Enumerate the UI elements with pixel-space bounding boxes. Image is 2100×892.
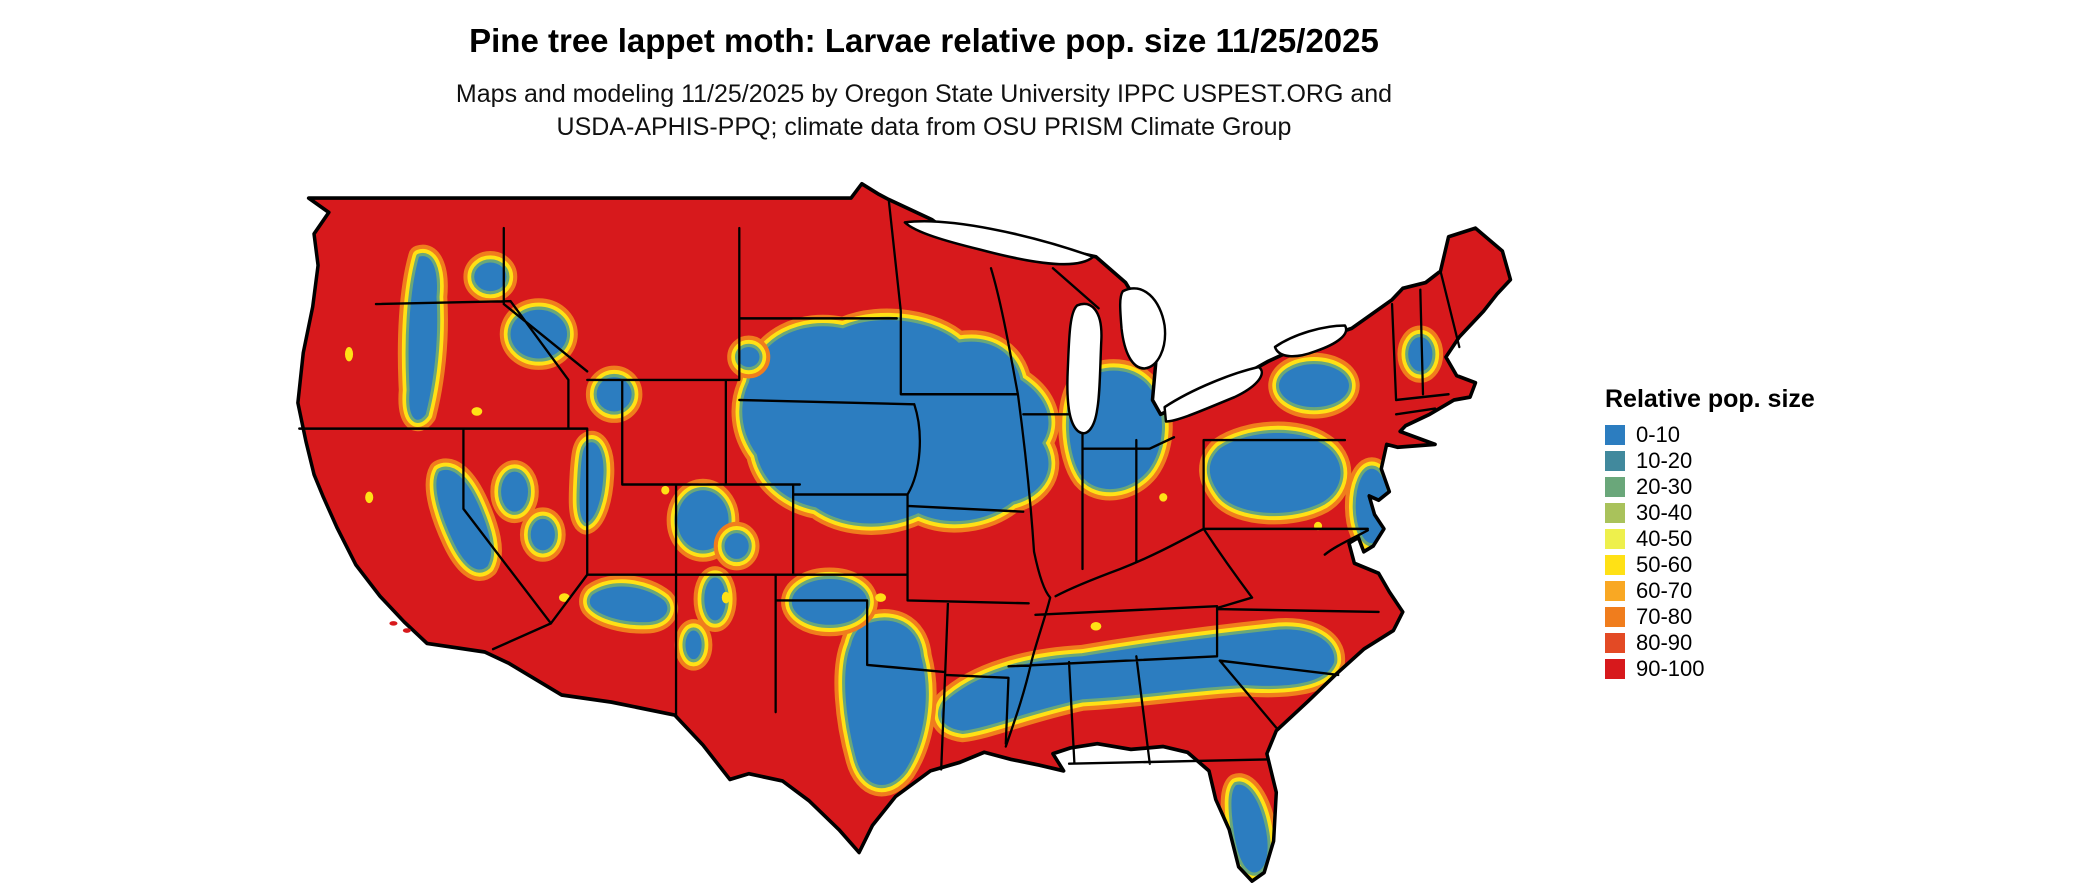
legend-swatch [1605, 632, 1625, 653]
low-population-blob [474, 263, 506, 292]
legend-label: 90-100 [1636, 655, 1705, 681]
legend-title: Relative pop. size [1605, 385, 1815, 413]
lake-michigan [1066, 302, 1103, 435]
legend-swatch [1605, 606, 1625, 627]
legend-label: 70-80 [1636, 603, 1693, 629]
legend-label: 50-60 [1636, 551, 1693, 577]
state-boundaries [298, 198, 1461, 771]
great-lakes [903, 220, 1348, 435]
legend-row: 70-80 [1605, 603, 1815, 629]
low-population-blob [531, 519, 555, 551]
low-population-blob [1408, 337, 1432, 371]
legend-swatch [1605, 424, 1625, 445]
legend-swatch [1605, 450, 1625, 471]
low-population-blob [597, 377, 632, 411]
legend-row: 90-100 [1605, 655, 1815, 681]
low-population-blob [845, 620, 926, 785]
legend-swatch [1605, 554, 1625, 575]
mid-population-speckles [344, 347, 1323, 631]
legend-label: 30-40 [1636, 499, 1693, 525]
legend-label: 60-70 [1636, 577, 1693, 603]
low-population-blob [725, 533, 749, 559]
legend-row: 40-50 [1605, 525, 1815, 551]
us-map-figure [275, 168, 1567, 884]
legend-row: 80-90 [1605, 629, 1815, 655]
legend-label: 80-90 [1636, 629, 1693, 655]
low-population-blob [1210, 433, 1341, 513]
legend-row: 20-30 [1605, 473, 1815, 499]
legend-label: 0-10 [1636, 421, 1681, 447]
legend-swatch [1605, 502, 1625, 523]
legend: Relative pop. size 0-10 10-20 20-30 30-40 40… [1605, 385, 1815, 684]
legend-swatch [1605, 580, 1625, 601]
low-population-blob [1279, 364, 1349, 407]
map-subtitle-line1: Maps and modeling 11/25/2025 by Oregon S… [455, 80, 1393, 108]
legend-row: 60-70 [1605, 577, 1815, 603]
offshore-islands [389, 621, 411, 633]
low-population-blob [738, 347, 760, 367]
low-population-blob [685, 631, 701, 660]
lake-ontario [1273, 324, 1348, 358]
lake-superior [903, 220, 1095, 266]
lake-erie [1163, 365, 1264, 423]
low-population-blob [409, 256, 438, 420]
legend-swatch [1605, 658, 1625, 679]
legend-label: 20-30 [1636, 473, 1693, 499]
low-population-blob [792, 579, 867, 625]
low-population-blob [742, 320, 1048, 523]
legend-label: 40-50 [1636, 525, 1693, 551]
legend-swatch [1605, 476, 1625, 497]
map-subtitle-line2: USDA-APHIS-PPQ; climate data from OSU PR… [556, 113, 1292, 141]
legend-label: 10-20 [1636, 447, 1693, 473]
legend-swatch [1605, 528, 1625, 549]
page-title: Pine tree lappet moth: Larvae relative p… [469, 22, 1379, 59]
legend-row: 50-60 [1605, 551, 1815, 577]
lake-huron [1118, 287, 1167, 370]
legend-row: 30-40 [1605, 499, 1815, 525]
legend-row: 10-20 [1605, 447, 1815, 473]
us-map [296, 181, 1513, 883]
legend-row: 0-10 [1605, 421, 1815, 447]
legend-items: 0-10 10-20 20-30 30-40 40-50 50-60 60-70 70-80 8… [1605, 421, 1815, 681]
low-population-blob [579, 442, 603, 523]
low-population-blob [590, 586, 668, 622]
low-population-blob [501, 472, 528, 512]
